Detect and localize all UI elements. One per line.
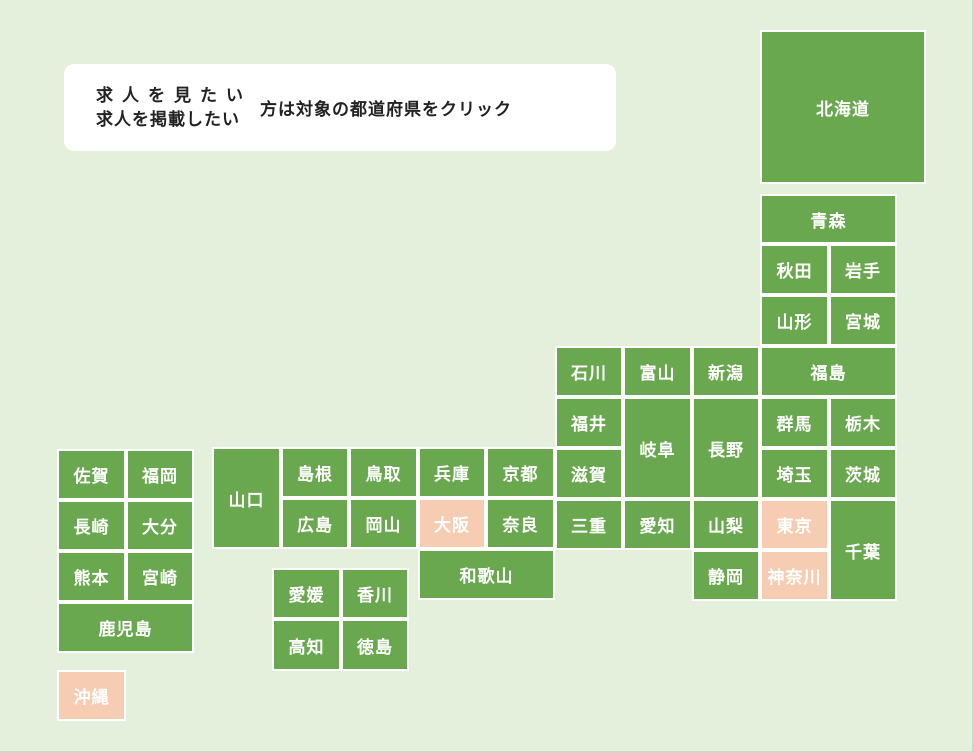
prefecture-chiba[interactable]: 千葉 (829, 499, 897, 601)
prefecture-tottori[interactable]: 鳥取 (349, 447, 418, 498)
prefecture-shimane[interactable]: 島根 (281, 447, 349, 498)
prefecture-saitama[interactable]: 埼玉 (760, 448, 829, 499)
instruction-line-view: 求人を見たい (96, 85, 252, 106)
prefecture-osaka[interactable]: 大阪 (418, 498, 486, 549)
prefecture-ibaraki[interactable]: 茨城 (829, 448, 897, 499)
prefecture-ehime[interactable]: 愛媛 (272, 568, 341, 619)
prefecture-nagasaki[interactable]: 長崎 (57, 500, 126, 551)
prefecture-kanagawa[interactable]: 神奈川 (760, 550, 829, 601)
prefecture-gifu[interactable]: 岐阜 (623, 397, 692, 499)
prefecture-tokushima[interactable]: 徳島 (341, 619, 409, 671)
prefecture-mie[interactable]: 三重 (555, 499, 623, 550)
instruction-line-post: 求人を掲載したい (96, 109, 240, 130)
prefecture-hokkaido[interactable]: 北海道 (760, 30, 926, 184)
prefecture-kochi[interactable]: 高知 (272, 619, 341, 671)
instruction-lines: 求人を見たい 求人を掲載したい (96, 84, 252, 132)
prefecture-yamanashi[interactable]: 山梨 (692, 499, 760, 550)
prefecture-ishikawa[interactable]: 石川 (555, 346, 623, 397)
prefecture-niigata[interactable]: 新潟 (692, 346, 760, 397)
prefecture-miyagi[interactable]: 宮城 (829, 295, 897, 346)
prefecture-kagoshima[interactable]: 鹿児島 (57, 602, 194, 653)
prefecture-miyazaki[interactable]: 宮崎 (126, 551, 194, 602)
prefecture-iwate[interactable]: 岩手 (829, 244, 897, 295)
prefecture-hiroshima[interactable]: 広島 (281, 498, 349, 549)
prefecture-shiga[interactable]: 滋賀 (555, 448, 623, 499)
prefecture-akita[interactable]: 秋田 (760, 244, 829, 295)
instruction-box: 求人を見たい 求人を掲載したい 方は対象の都道府県をクリック (64, 64, 616, 151)
prefecture-toyama[interactable]: 富山 (623, 346, 692, 397)
prefecture-tokyo[interactable]: 東京 (760, 499, 829, 550)
prefecture-kyoto[interactable]: 京都 (486, 447, 555, 498)
prefecture-shizuoka[interactable]: 静岡 (692, 550, 760, 601)
prefecture-fukuoka[interactable]: 福岡 (126, 449, 194, 500)
prefecture-aomori[interactable]: 青森 (760, 194, 897, 244)
prefecture-nagano[interactable]: 長野 (692, 397, 760, 499)
prefecture-nara[interactable]: 奈良 (486, 498, 555, 549)
prefecture-kagawa[interactable]: 香川 (341, 568, 409, 619)
prefecture-okayama[interactable]: 岡山 (349, 498, 418, 549)
prefecture-tochigi[interactable]: 栃木 (829, 397, 897, 448)
prefecture-aichi[interactable]: 愛知 (623, 499, 692, 550)
prefecture-oita[interactable]: 大分 (126, 500, 194, 551)
prefecture-fukui[interactable]: 福井 (555, 397, 623, 448)
prefecture-yamagata[interactable]: 山形 (760, 295, 829, 346)
prefecture-wakayama[interactable]: 和歌山 (418, 549, 555, 600)
prefecture-okinawa[interactable]: 沖縄 (57, 670, 126, 721)
prefecture-saga[interactable]: 佐賀 (57, 449, 126, 500)
instruction-tail: 方は対象の都道府県をクリック (260, 100, 512, 120)
prefecture-kumamoto[interactable]: 熊本 (57, 551, 126, 602)
prefecture-gunma[interactable]: 群馬 (760, 397, 829, 448)
prefecture-fukushima[interactable]: 福島 (760, 346, 897, 397)
prefecture-hyogo[interactable]: 兵庫 (418, 447, 486, 498)
prefecture-yamaguchi[interactable]: 山口 (212, 447, 281, 549)
